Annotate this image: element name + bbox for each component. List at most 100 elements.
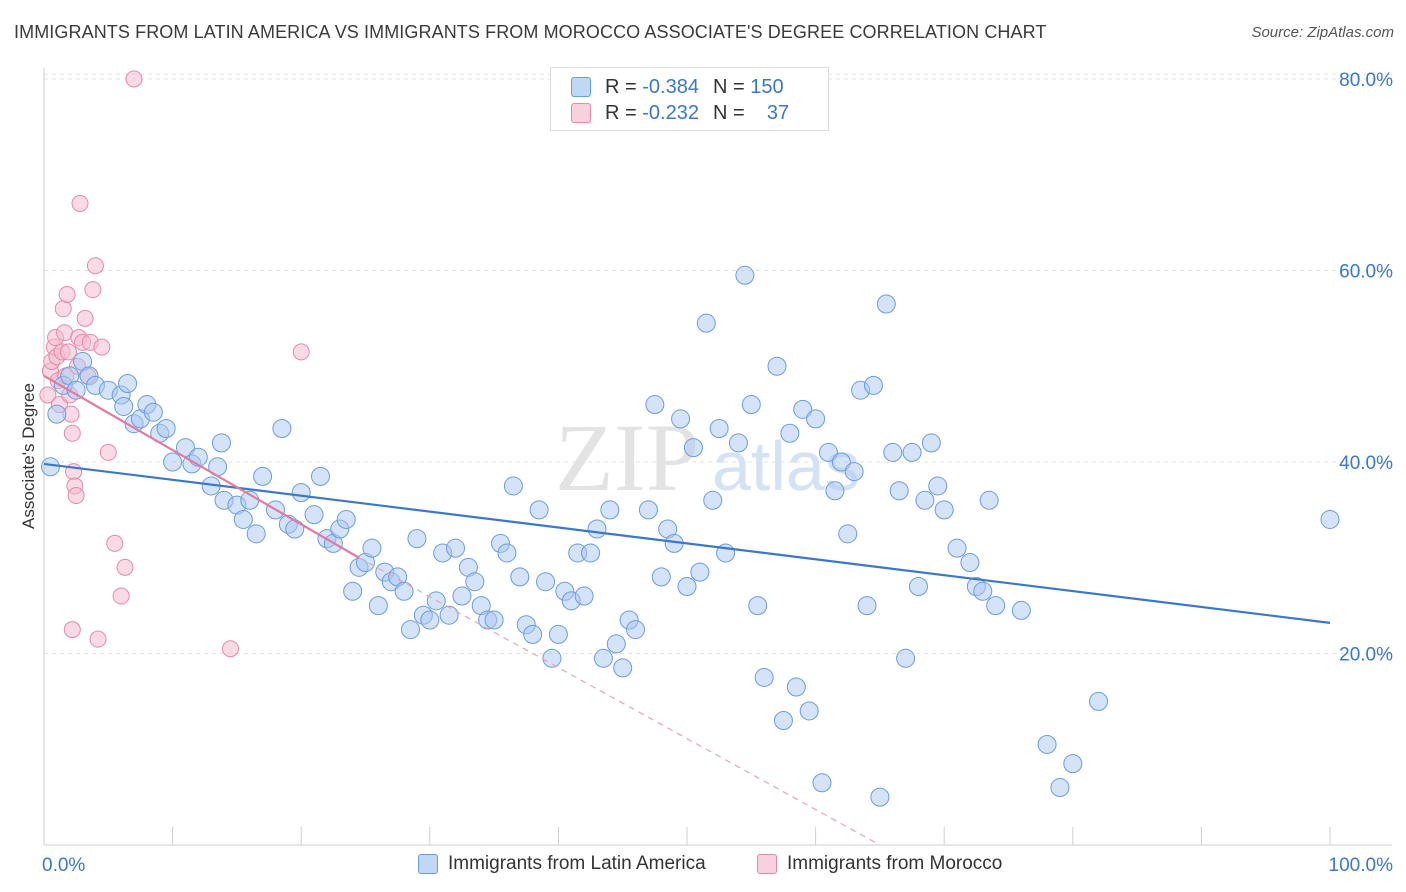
point-latin-america (439, 605, 459, 625)
legend-n-label: N = (712, 75, 745, 98)
point-morocco (89, 630, 107, 648)
point-latin-america (928, 476, 948, 496)
point-morocco (71, 194, 89, 212)
trend-extension-morocco (358, 557, 881, 846)
point-latin-america (844, 462, 864, 482)
point-latin-america (246, 524, 266, 544)
y-axis-label: Associate's Degree (19, 383, 38, 529)
x-tick-label: 100.0% (1329, 855, 1394, 876)
legend-row-latin-america: R = -0.384 N = 150 (571, 75, 784, 99)
point-latin-america (651, 567, 671, 587)
point-latin-america (529, 500, 549, 520)
point-latin-america (304, 505, 324, 525)
point-latin-america (767, 356, 787, 376)
point-latin-america (908, 576, 928, 596)
point-latin-america (368, 596, 388, 616)
bottom-legend-swatch-latin-america (418, 854, 438, 874)
point-latin-america (857, 596, 877, 616)
x-tick-label: 0.0% (42, 855, 85, 876)
point-latin-america (465, 572, 485, 592)
point-latin-america (394, 581, 414, 601)
source-label: Source: ZipAtlas.com (1251, 24, 1394, 41)
point-latin-america (818, 442, 838, 462)
point-latin-america (285, 519, 305, 539)
legend-n-label: N = (712, 101, 745, 124)
point-latin-america (114, 396, 134, 416)
point-latin-america (876, 294, 896, 314)
point-morocco (221, 640, 239, 658)
point-latin-america (638, 500, 658, 520)
correlation-legend: R = -0.384 N = 150 R = -0.232 N = 37 (550, 67, 829, 131)
point-latin-america (143, 402, 163, 422)
point-latin-america (780, 423, 800, 443)
legend-swatch-latin-america (571, 77, 591, 97)
point-latin-america (677, 576, 697, 596)
point-latin-america (291, 483, 311, 503)
point-latin-america (793, 399, 813, 419)
point-latin-america (889, 481, 909, 501)
point-latin-america (1320, 509, 1340, 529)
point-latin-america (671, 409, 691, 429)
point-morocco (84, 281, 102, 299)
point-latin-america (343, 581, 363, 601)
point-latin-america (47, 404, 67, 424)
point-latin-america (741, 395, 761, 415)
point-latin-america (420, 610, 440, 630)
point-latin-america (748, 596, 768, 616)
point-morocco (39, 386, 57, 404)
point-latin-america (838, 524, 858, 544)
point-latin-america (40, 457, 60, 477)
point-latin-america (548, 624, 568, 644)
trend-lines (43, 374, 1331, 846)
point-latin-america (542, 648, 562, 668)
point-latin-america (683, 438, 703, 458)
point-latin-america (310, 466, 330, 486)
point-latin-america (401, 620, 421, 640)
point-latin-america (703, 490, 723, 510)
point-morocco (292, 343, 310, 361)
point-latin-america (696, 313, 716, 333)
point-morocco (67, 487, 85, 505)
point-latin-america (510, 567, 530, 587)
point-latin-america (272, 418, 292, 438)
point-morocco (99, 443, 117, 461)
point-latin-america (883, 442, 903, 462)
point-latin-america (503, 476, 523, 496)
legend-r-label: R = (605, 75, 637, 98)
point-latin-america (645, 395, 665, 415)
point-latin-america (812, 773, 832, 793)
point-morocco (56, 324, 74, 342)
point-latin-america (728, 433, 748, 453)
point-latin-america (986, 596, 1006, 616)
bottom-legend-label-latin-america: Immigrants from Latin America (448, 853, 706, 874)
point-latin-america (1089, 691, 1109, 711)
point-latin-america (574, 586, 594, 606)
bottom-legend-latin-america: Immigrants from Latin America (418, 851, 706, 877)
point-morocco (59, 343, 77, 361)
point-latin-america (253, 466, 273, 486)
point-latin-america (156, 418, 176, 438)
point-latin-america (163, 452, 183, 472)
point-latin-america (606, 634, 626, 654)
point-latin-america (947, 538, 967, 558)
bottom-legend-morocco: Immigrants from Morocco (757, 851, 1002, 877)
point-latin-america (1011, 600, 1031, 620)
grid-lines (44, 73, 1392, 654)
point-latin-america (831, 452, 851, 472)
point-latin-america (523, 624, 543, 644)
y-tick-label: 80.0% (1339, 70, 1393, 91)
point-latin-america (754, 667, 774, 687)
point-morocco (63, 424, 81, 442)
point-latin-america (626, 620, 646, 640)
point-morocco (54, 300, 72, 318)
point-latin-america (600, 500, 620, 520)
point-latin-america (709, 418, 729, 438)
point-latin-america (973, 581, 993, 601)
trend-line-latin-america (43, 462, 1331, 624)
y-tick-label: 20.0% (1339, 645, 1393, 666)
point-latin-america (1050, 778, 1070, 798)
point-latin-america (446, 538, 466, 558)
point-latin-america (799, 701, 819, 721)
legend-n-value: 37 (766, 101, 790, 124)
